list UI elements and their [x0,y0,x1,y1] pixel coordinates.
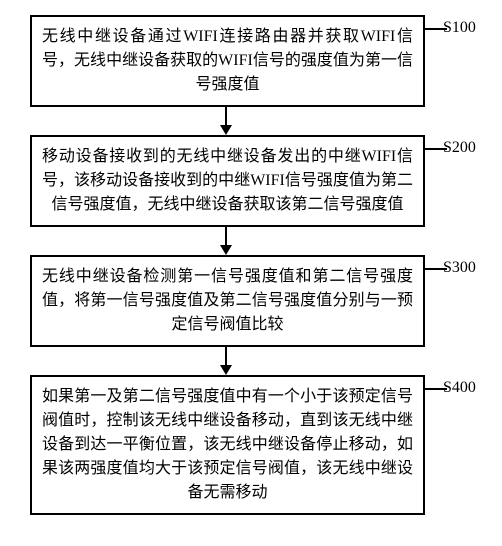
step-label-s400: S400 [443,379,476,397]
step-row-s400: 如果第一及第二信号强度值中有一个小于该预定信号阀值时，控制该无线中继设备移动，直… [10,375,492,515]
step-box-s400: 如果第一及第二信号强度值中有一个小于该预定信号阀值时，控制该无线中继设备移动，直… [30,375,425,515]
connector-line [425,268,447,270]
step-text: 无线中继设备通过WIFI连接路由器并获取WIFI信号，无线中继设备获取的WIFI… [42,28,413,93]
step-text: 如果第一及第二信号强度值中有一个小于该预定信号阀值时，控制该无线中继设备移动，直… [42,388,413,501]
arrow-container [10,227,492,255]
arrow-container [10,347,492,375]
step-row-s300: 无线中继设备检测第一信号强度值和第二信号强度值，将第一信号强度值及第二信号强度值… [10,255,492,347]
step-label-s100: S100 [443,19,476,37]
arrow-down-icon [225,227,227,255]
connector-line [425,28,447,30]
connector-line [425,388,447,390]
flowchart-container: 无线中继设备通过WIFI连接路由器并获取WIFI信号，无线中继设备获取的WIFI… [10,15,492,515]
step-text: 移动设备接收到的无线中继设备发出的中继WIFI信号，该移动设备接收到的中继WIF… [42,148,413,213]
arrow-container [10,107,492,135]
step-box-s200: 移动设备接收到的无线中继设备发出的中继WIFI信号，该移动设备接收到的中继WIF… [30,135,425,227]
arrow-down-icon [225,107,227,135]
step-box-s100: 无线中继设备通过WIFI连接路由器并获取WIFI信号，无线中继设备获取的WIFI… [30,15,425,107]
connector-line [425,148,447,150]
step-box-s300: 无线中继设备检测第一信号强度值和第二信号强度值，将第一信号强度值及第二信号强度值… [30,255,425,347]
step-text: 无线中继设备检测第一信号强度值和第二信号强度值，将第一信号强度值及第二信号强度值… [42,268,413,333]
arrow-down-icon [225,347,227,375]
step-label-s300: S300 [443,259,476,277]
step-label-s200: S200 [443,139,476,157]
step-row-s100: 无线中继设备通过WIFI连接路由器并获取WIFI信号，无线中继设备获取的WIFI… [10,15,492,107]
step-row-s200: 移动设备接收到的无线中继设备发出的中继WIFI信号，该移动设备接收到的中继WIF… [10,135,492,227]
